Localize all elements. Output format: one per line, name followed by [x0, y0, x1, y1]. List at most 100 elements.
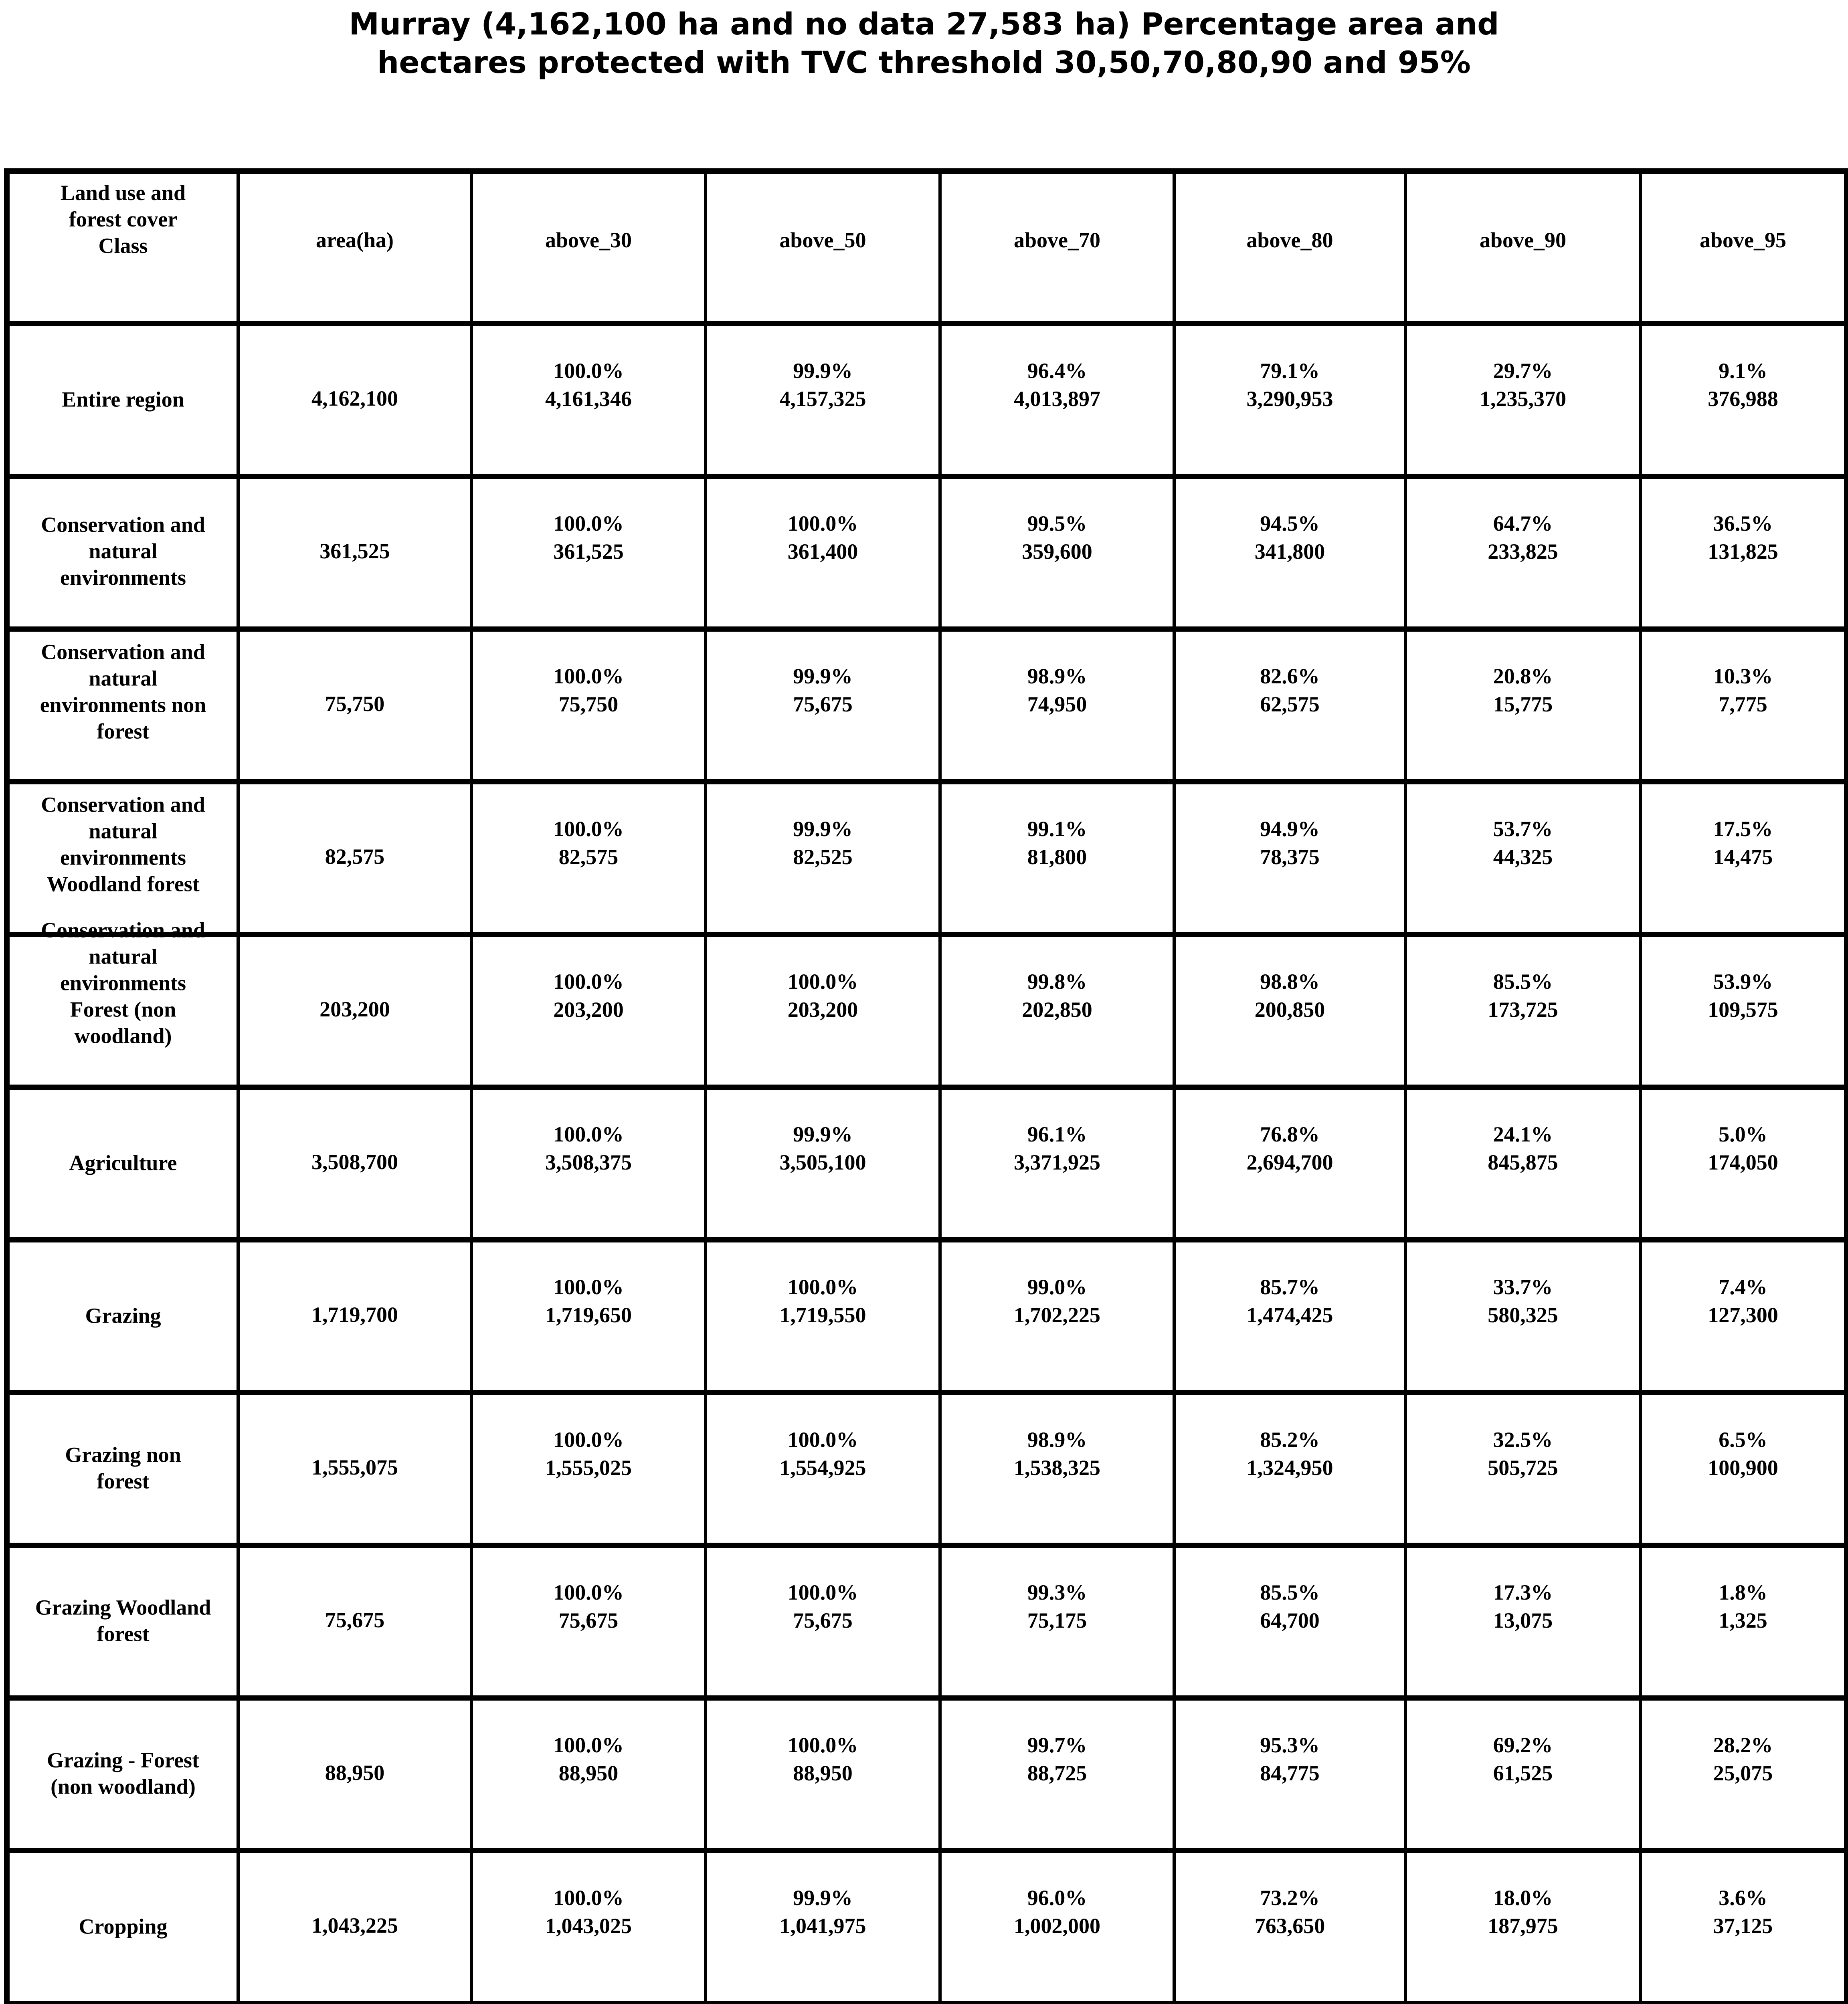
ha-value: 78,375 — [1260, 844, 1320, 869]
ha-value: 3,508,375 — [545, 1150, 632, 1174]
pct-value: 76.8% — [1260, 1122, 1320, 1146]
row-label: Conservation and natural environments no… — [40, 640, 206, 743]
title-line-1: Murray (4,162,100 ha and no data 27,583 … — [349, 6, 1499, 42]
ha-value: 84,775 — [1260, 1761, 1320, 1785]
pct-value: 18.0% — [1493, 1885, 1553, 1910]
row-label: Grazing non forest — [65, 1442, 181, 1493]
pct-value: 96.4% — [1027, 358, 1087, 383]
pct-value: 99.5% — [1027, 511, 1087, 535]
ha-value: 505,725 — [1488, 1455, 1558, 1480]
ha-value: 13,075 — [1493, 1608, 1553, 1632]
row-label: Conservation and natural environments — [41, 512, 205, 590]
ha-value: 1,041,975 — [779, 1913, 866, 1938]
ha-value: 1,324,950 — [1246, 1455, 1333, 1480]
ha-value: 4,161,346 — [545, 386, 632, 411]
pct-value: 99.1% — [1027, 816, 1087, 841]
ha-value: 25,075 — [1713, 1761, 1773, 1785]
row-label: Conservation and natural environments Fo… — [41, 918, 205, 1048]
area-value: 82,575 — [325, 844, 385, 869]
area-value: 1,719,700 — [311, 1302, 398, 1327]
pct-value: 99.9% — [793, 358, 853, 383]
ha-value: 187,975 — [1488, 1913, 1558, 1938]
table-row: Conservation and natural environments Fo… — [5, 918, 1848, 1090]
pct-value: 1.8% — [1719, 1580, 1767, 1604]
table-body: Entire region 4,162,100 100.0% 4,161,346 … — [5, 321, 1848, 2004]
table-row: Grazing Woodland forest 75,675 100.0% 75,… — [5, 1542, 1848, 1701]
ha-value: 4,013,897 — [1014, 386, 1100, 411]
pct-value: 32.5% — [1493, 1427, 1553, 1452]
ha-value: 61,525 — [1493, 1761, 1553, 1785]
pct-value: 99.8% — [1027, 969, 1087, 994]
ha-value: 376,988 — [1708, 386, 1778, 411]
ha-value: 2,694,700 — [1246, 1150, 1333, 1174]
table-row: Entire region 4,162,100 100.0% 4,161,346 … — [5, 321, 1848, 479]
pct-value: 33.7% — [1493, 1275, 1553, 1299]
ha-value: 75,750 — [558, 692, 619, 716]
ha-value: 37,125 — [1713, 1913, 1773, 1938]
pct-value: 100.0% — [553, 1733, 624, 1757]
ha-value: 109,575 — [1708, 997, 1778, 1022]
pct-value: 20.8% — [1493, 664, 1553, 688]
pct-value: 100.0% — [787, 1275, 858, 1299]
pct-value: 98.9% — [1027, 1427, 1087, 1452]
ha-value: 1,719,650 — [545, 1303, 632, 1327]
row-label: Grazing — [85, 1303, 161, 1328]
pct-value: 36.5% — [1713, 511, 1773, 535]
table-row: Cropping 1,043,225 100.0% 1,043,025 99.9%… — [5, 1848, 1848, 2004]
pct-value: 73.2% — [1260, 1885, 1320, 1910]
pct-value: 53.9% — [1713, 969, 1773, 994]
ha-value: 75,175 — [1027, 1608, 1087, 1632]
land-use-table: Land use and forest cover Class area(ha)… — [4, 168, 1848, 2004]
ha-value: 131,825 — [1708, 539, 1778, 564]
pct-value: 100.0% — [553, 1885, 624, 1910]
pct-value: 85.5% — [1260, 1580, 1320, 1604]
pct-value: 99.9% — [793, 816, 853, 841]
title-line-2: hectares protected with TVC threshold 30… — [377, 44, 1471, 80]
pct-value: 85.5% — [1493, 969, 1553, 994]
ha-value: 203,200 — [553, 997, 624, 1022]
pct-value: 6.5% — [1719, 1427, 1767, 1452]
pct-value: 29.7% — [1493, 358, 1553, 383]
pct-value: 95.3% — [1260, 1733, 1320, 1757]
ha-value: 763,650 — [1254, 1913, 1325, 1938]
page-title: Murray (4,162,100 ha and no data 27,583 … — [0, 5, 1848, 82]
table-row: Conservation and natural environments no… — [5, 626, 1848, 784]
pct-value: 17.5% — [1713, 816, 1773, 841]
pct-value: 85.7% — [1260, 1275, 1320, 1299]
ha-value: 580,325 — [1488, 1303, 1558, 1327]
table-row: Conservation and natural environments Wo… — [5, 779, 1848, 937]
pct-value: 100.0% — [787, 1733, 858, 1757]
ha-value: 1,474,425 — [1246, 1303, 1333, 1327]
col-header-above-30: above_30 — [470, 168, 707, 326]
ha-value: 1,235,370 — [1480, 386, 1566, 411]
ha-value: 14,475 — [1713, 844, 1773, 869]
area-value: 361,525 — [319, 539, 390, 563]
ha-value: 62,575 — [1260, 692, 1320, 716]
pct-value: 17.3% — [1493, 1580, 1553, 1604]
ha-value: 3,505,100 — [779, 1150, 866, 1174]
ha-value: 1,538,325 — [1014, 1455, 1100, 1480]
area-value: 203,200 — [319, 997, 390, 1021]
pct-value: 94.9% — [1260, 816, 1320, 841]
ha-value: 82,575 — [558, 844, 619, 869]
ha-value: 88,725 — [1027, 1761, 1087, 1785]
table-row: Agriculture 3,508,700 100.0% 3,508,375 99… — [5, 1084, 1848, 1242]
pct-value: 99.9% — [793, 664, 853, 688]
pct-value: 99.0% — [1027, 1275, 1087, 1299]
area-value: 1,043,225 — [311, 1913, 398, 1937]
table-row: Grazing - Forest (non woodland) 88,950 1… — [5, 1695, 1848, 1853]
pct-value: 64.7% — [1493, 511, 1553, 535]
pct-value: 3.6% — [1719, 1885, 1767, 1910]
col-header-area: area(ha) — [237, 168, 473, 326]
pct-value: 100.0% — [553, 1580, 624, 1604]
ha-value: 75,675 — [793, 692, 853, 716]
area-value: 75,675 — [325, 1608, 385, 1632]
row-label: Cropping — [79, 1914, 168, 1939]
area-value: 3,508,700 — [311, 1149, 398, 1174]
ha-value: 361,525 — [553, 539, 624, 564]
ha-value: 82,525 — [793, 844, 853, 869]
pct-value: 100.0% — [553, 1427, 624, 1452]
pct-value: 100.0% — [553, 511, 624, 535]
pct-value: 85.2% — [1260, 1427, 1320, 1452]
